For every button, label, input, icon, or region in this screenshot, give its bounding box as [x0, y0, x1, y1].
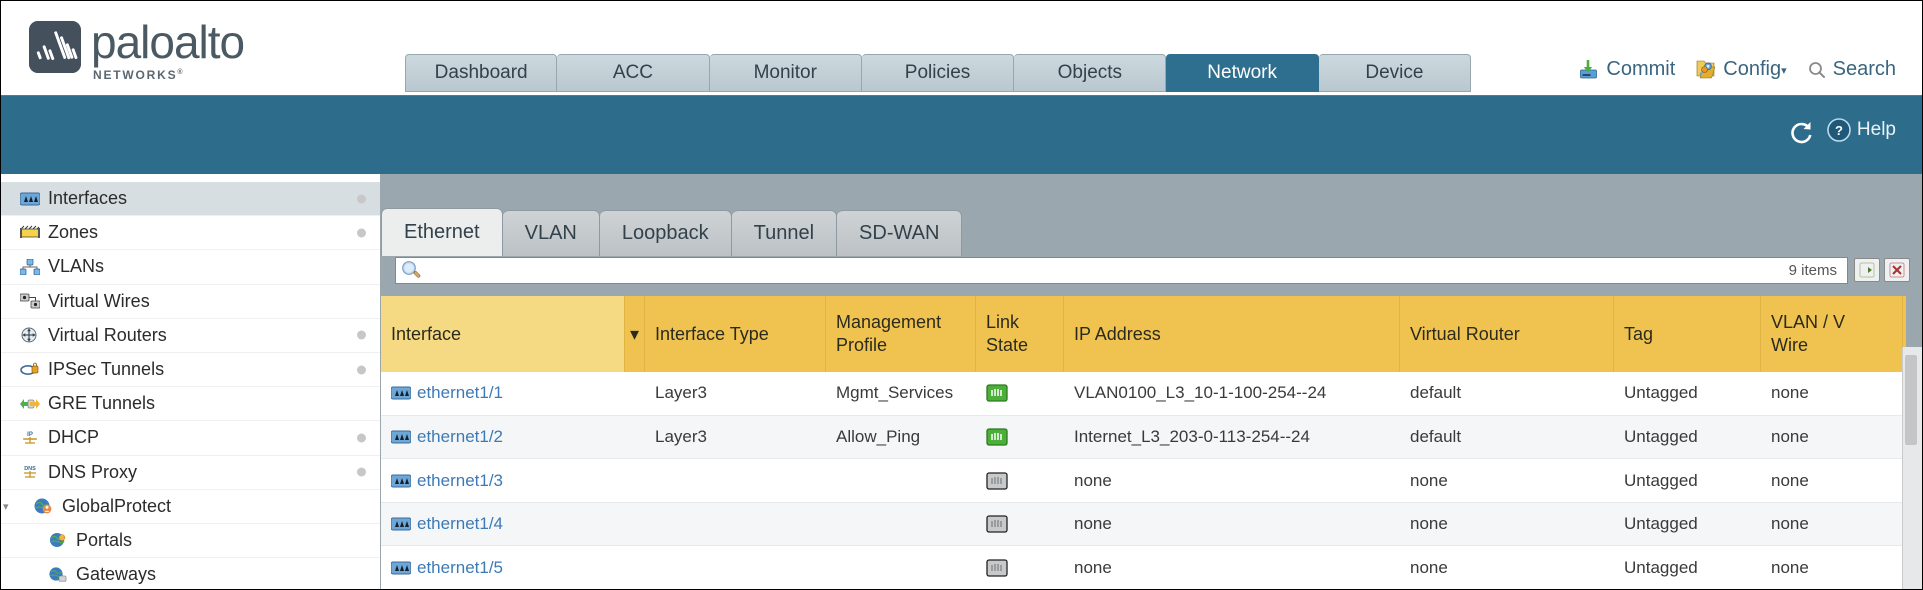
svg-text:?: ? — [1835, 123, 1843, 138]
